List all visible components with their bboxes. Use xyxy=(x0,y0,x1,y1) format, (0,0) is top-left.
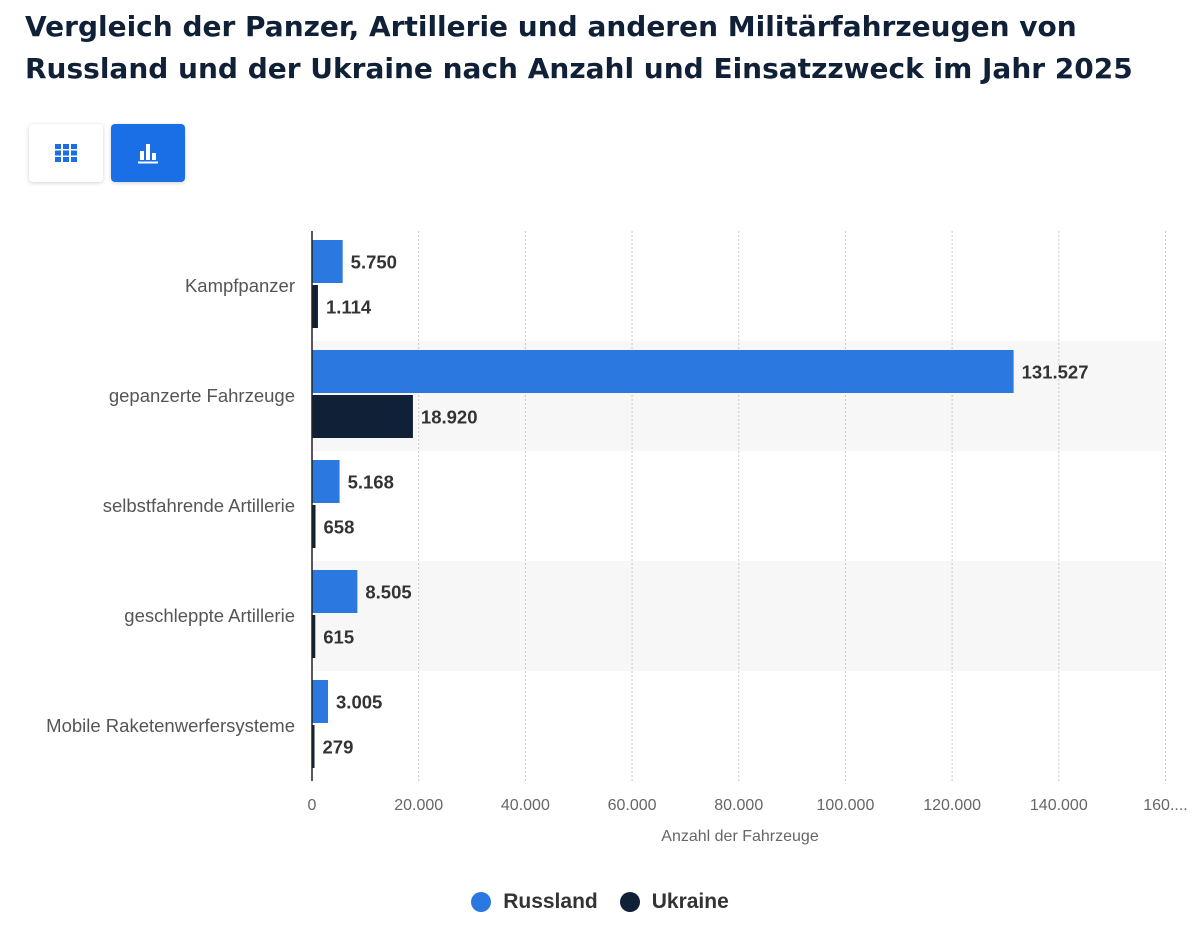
bar-ukraine xyxy=(312,285,318,328)
category-label: geschleppte Artillerie xyxy=(124,605,295,626)
x-tick-label: 120.000 xyxy=(923,797,981,814)
bar-chart: 5.750 131.527 5.168 8.505 3.005 1.114 18.920 65… xyxy=(46,231,1188,845)
legend-label-russland: Russland xyxy=(503,890,598,913)
chart-view-button[interactable] xyxy=(111,124,185,182)
x-axis-title: Anzahl der Fahrzeuge xyxy=(661,828,819,845)
x-tick-label: 60.000 xyxy=(608,797,657,814)
x-tick-label: 0 xyxy=(308,797,317,814)
bar-russland xyxy=(312,570,358,613)
legend-item-russland[interactable]: Russland xyxy=(471,890,598,914)
legend-marker-ukraine xyxy=(619,892,640,912)
chart-title: Vergleich der Panzer, Artillerie und and… xyxy=(25,10,1133,85)
data-label: 5.168 xyxy=(348,472,394,493)
data-label: 3.005 xyxy=(336,692,382,713)
data-label: 5.750 xyxy=(351,252,397,273)
chart-legend: Russland Ukraine xyxy=(0,886,1200,918)
category-label: Kampfpanzer xyxy=(185,275,295,296)
x-tick-label: 40.000 xyxy=(501,797,550,814)
category-label: Mobile Raketenwerfersysteme xyxy=(46,715,295,736)
data-label: 131.527 xyxy=(1022,362,1089,383)
data-label: 615 xyxy=(323,627,354,648)
bar-ukraine xyxy=(312,395,413,438)
data-label: 658 xyxy=(324,517,355,538)
data-label: 18.920 xyxy=(421,407,478,428)
category-label: selbstfahrende Artillerie xyxy=(103,495,295,516)
data-label: 1.114 xyxy=(326,297,372,318)
bar-russland xyxy=(312,240,343,283)
grid-icon xyxy=(55,144,77,162)
bar-ukraine xyxy=(312,725,315,768)
table-view-button[interactable] xyxy=(29,124,103,182)
legend-marker-russland xyxy=(471,892,492,912)
bar-russland xyxy=(312,460,340,503)
data-label: 8.505 xyxy=(365,582,411,603)
legend-label-ukraine: Ukraine xyxy=(651,890,729,913)
legend-item-ukraine[interactable]: Ukraine xyxy=(619,890,729,914)
bar-chart-icon xyxy=(138,144,158,164)
x-tick-label: 140.000 xyxy=(1030,797,1088,814)
x-tick-label: 100.000 xyxy=(817,797,875,814)
bar-russland xyxy=(312,680,329,723)
x-tick-label: 160.... xyxy=(1143,797,1187,814)
data-label: 279 xyxy=(323,737,354,758)
bar-russland xyxy=(312,350,1014,393)
bar-ukraine xyxy=(312,505,316,548)
x-tick-label: 20.000 xyxy=(394,797,443,814)
bar-ukraine xyxy=(312,615,316,658)
category-label: gepanzerte Fahrzeuge xyxy=(109,385,295,406)
x-tick-label: 80.000 xyxy=(714,797,763,814)
